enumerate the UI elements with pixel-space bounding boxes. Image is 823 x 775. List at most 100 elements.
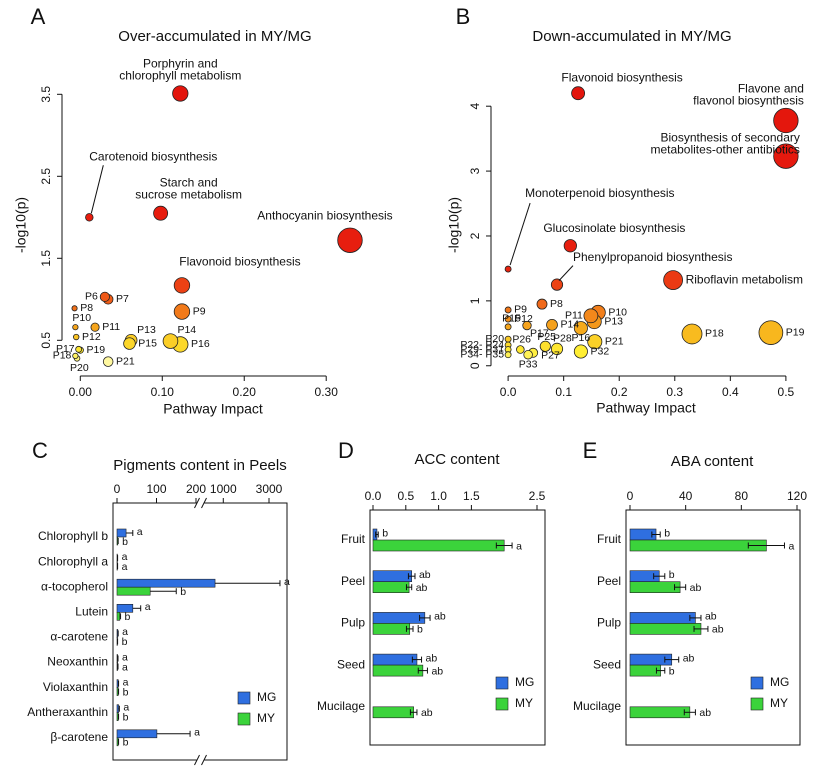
- point-label: P16: [572, 332, 591, 344]
- category-label: Mucilage: [317, 699, 365, 713]
- significance-letter: ab: [712, 624, 724, 636]
- bar: [116, 712, 119, 722]
- point-label: sucrose metabolism: [135, 187, 242, 201]
- point-label: P14: [177, 324, 196, 336]
- point-label: P32: [591, 345, 610, 357]
- bubble: [90, 322, 100, 332]
- leader-line: [558, 265, 574, 281]
- bubble: [546, 319, 558, 331]
- legend-label: MY: [257, 711, 275, 725]
- significance-letter: b: [125, 611, 131, 623]
- bar: [372, 664, 424, 677]
- bar: [372, 653, 418, 666]
- bubble: [539, 340, 551, 352]
- point-label: P13: [604, 315, 623, 327]
- bar: [116, 737, 119, 747]
- x-tick-label: 0.2: [611, 385, 628, 399]
- significance-letter: a: [788, 540, 794, 552]
- significance-letter: a: [516, 540, 522, 552]
- bubble: [162, 333, 179, 349]
- category-label: Pulp: [597, 616, 621, 630]
- bubble: [172, 85, 189, 102]
- x-tick-label: 0.5: [778, 385, 795, 399]
- point-label: P20: [70, 362, 89, 374]
- significance-letter: ab: [690, 582, 702, 594]
- panel-letter: E: [583, 438, 598, 463]
- point-label: P25: [537, 331, 556, 343]
- x-tick-label: 0.10: [151, 385, 175, 399]
- bubble: [516, 345, 525, 354]
- x-tick-label: 120: [787, 489, 807, 503]
- category-label: Chlorophyll b: [38, 529, 108, 543]
- point-label: P34- P35: [460, 349, 504, 361]
- bar: [629, 706, 691, 719]
- point-label: P11: [102, 321, 120, 333]
- point-label: Flavonoid biosynthesis: [561, 70, 682, 84]
- category-label: Chlorophyll a: [38, 554, 108, 568]
- point-label: Flavonoid biosynthesis: [179, 255, 300, 269]
- bubble: [504, 323, 512, 331]
- y-tick-label: 3.5: [39, 86, 53, 103]
- x-tick-label: 1.0: [430, 489, 447, 503]
- significance-letter: b: [123, 737, 129, 749]
- significance-letter: b: [180, 586, 186, 598]
- bubble: [663, 270, 684, 290]
- significance-letter: a: [145, 601, 151, 613]
- bar: [116, 629, 119, 638]
- bubble: [773, 107, 799, 134]
- significance-letter: ab: [416, 582, 428, 594]
- bar: [116, 679, 119, 688]
- significance-letter: ab: [699, 707, 711, 719]
- x-tick-label: 0.0: [365, 489, 382, 503]
- plot-frame: [625, 509, 801, 746]
- significance-letter: a: [194, 727, 200, 739]
- bar: [116, 578, 216, 588]
- point-label: P22- P24: [460, 339, 504, 351]
- point-label: P20: [485, 333, 504, 345]
- point-label: P6: [85, 291, 98, 303]
- bubble: [563, 239, 577, 253]
- plot-frame: [369, 509, 546, 746]
- bubble: [758, 320, 784, 345]
- y-tick-label: 1: [468, 297, 482, 304]
- point-label: P15: [138, 337, 157, 349]
- significance-letter: ab: [421, 707, 433, 719]
- legend-label: MG: [257, 690, 276, 704]
- y-tick-label: 2.5: [39, 168, 53, 185]
- y-tick-label: 3: [468, 167, 482, 174]
- x-axis-label: Pathway Impact: [596, 400, 696, 416]
- bar: [629, 612, 696, 624]
- bubble: [573, 344, 588, 359]
- bubble: [504, 335, 512, 343]
- significance-letter: a: [123, 701, 129, 713]
- bubble: [72, 324, 79, 331]
- point-label: Glucosinolate biosynthesis: [543, 221, 685, 235]
- point-label: Starch and: [160, 175, 218, 189]
- point-label: P33: [519, 359, 538, 371]
- point-label: P19: [86, 344, 105, 356]
- bar: [116, 536, 119, 546]
- bar: [372, 539, 505, 552]
- x-tick-label: 0.3: [666, 385, 683, 399]
- x-tick-label: 200: [186, 482, 206, 496]
- point-label: P28: [553, 333, 572, 345]
- significance-letter: ab: [705, 611, 717, 623]
- category-label: Violaxanthin: [43, 680, 108, 694]
- axis-break-mark: [194, 754, 200, 766]
- bar: [629, 623, 702, 635]
- bubble: [153, 205, 169, 221]
- y-axis-label: -log10(p): [446, 197, 462, 253]
- point-label: P29- P31: [460, 343, 504, 355]
- point-label: Porphyrin and: [143, 57, 218, 71]
- point-label: flavonol biosynthesis: [693, 94, 804, 108]
- bubble: [587, 334, 603, 350]
- point-label: Flavone and: [738, 82, 804, 96]
- panel-letter: D: [338, 438, 354, 463]
- category-label: α-carotene: [50, 630, 108, 644]
- point-label: P27: [541, 350, 560, 362]
- point-label: P10: [72, 312, 91, 324]
- point-label: P14: [560, 319, 579, 331]
- y-axis-label: -log10(p): [13, 197, 29, 253]
- bubble: [72, 352, 79, 359]
